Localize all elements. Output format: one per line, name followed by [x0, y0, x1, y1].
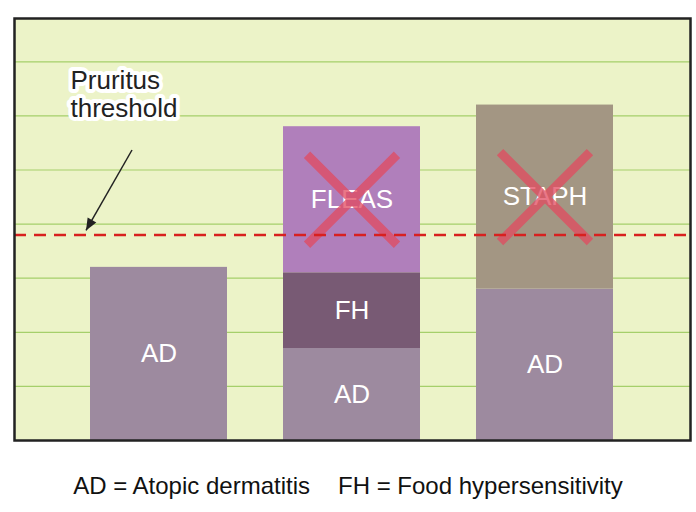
html-text:FH = Food hypersensitivity: FH = Food hypersensitivity	[338, 472, 623, 499]
html-text:AD = Atopic dermatitis: AD = Atopic dermatitis	[73, 472, 310, 499]
svg-text:AD: AD	[527, 349, 563, 379]
svg-text:FLEAS: FLEAS	[310, 184, 394, 215]
svg-text:Pruritusthreshold: Pruritusthreshold	[71, 65, 178, 124]
svg-text:STAPH: STAPH	[502, 181, 588, 212]
svg-text:AD: AD	[141, 338, 177, 368]
svg-text:FH: FH	[335, 295, 370, 325]
svg-text:AD: AD	[334, 379, 370, 409]
